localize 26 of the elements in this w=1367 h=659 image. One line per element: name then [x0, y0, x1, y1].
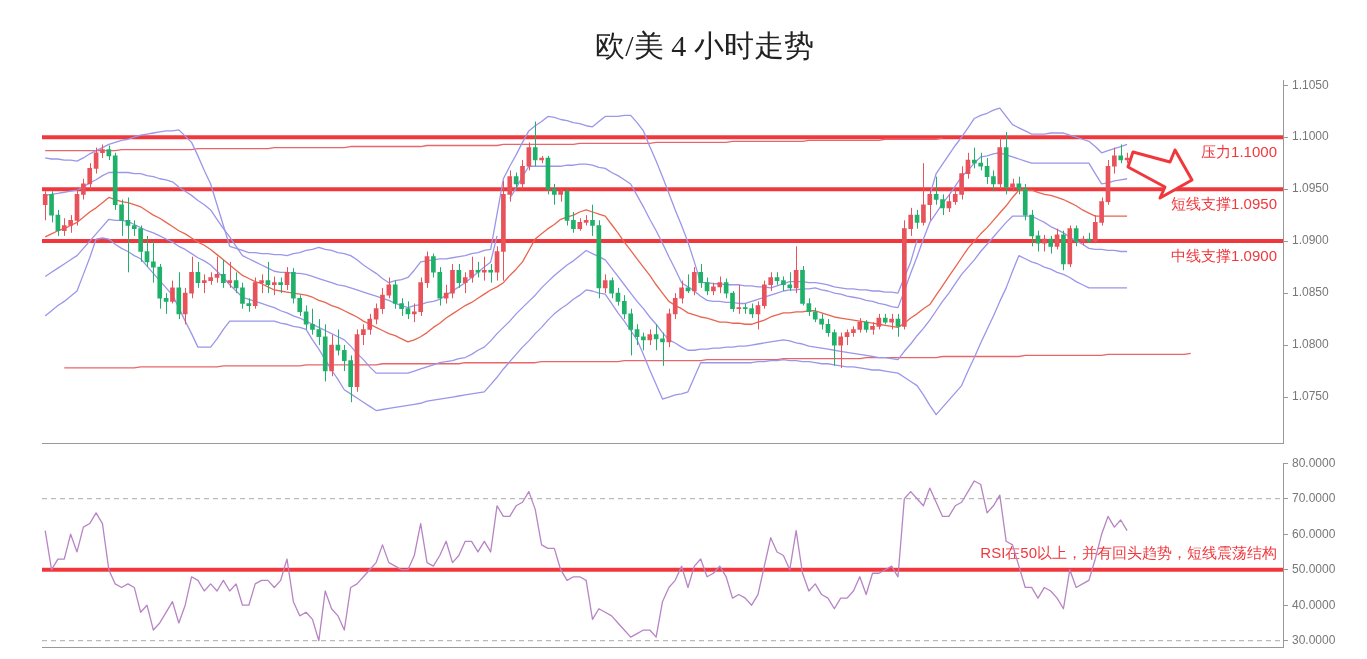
y-tick-label: 50.0000	[1292, 562, 1336, 577]
y-tick-label: 1.0900	[1292, 233, 1330, 248]
candlestick	[488, 263, 493, 284]
y-tick-label: 1.0800	[1292, 337, 1330, 352]
ref-line-label: 中线支撑1.0900	[1171, 246, 1277, 264]
y-tick-label: 80.0000	[1292, 455, 1336, 470]
ref-line-label: 短线支撑1.0950	[1171, 194, 1277, 212]
ref-line-label: RSI在50以上，并有回头趋势，短线震荡结构	[980, 544, 1277, 562]
y-tick-label: 70.0000	[1292, 491, 1336, 506]
candlestick	[481, 256, 487, 282]
candlestick	[882, 313, 888, 325]
chart-title: 欧/美 4 小时走势	[595, 28, 814, 62]
y-tick-label: 40.0000	[1292, 597, 1336, 612]
y-tick-label: 1.1000	[1292, 129, 1330, 144]
ref-line-label: 压力1.1000	[1201, 142, 1277, 160]
y-tick-label: 1.0950	[1292, 181, 1330, 196]
y-tick-label: 60.0000	[1292, 526, 1336, 541]
candlestick	[227, 261, 233, 289]
candlestick	[278, 276, 283, 294]
y-tick-label: 1.0750	[1292, 389, 1330, 404]
candlestick	[1042, 234, 1047, 253]
candlestick	[271, 275, 277, 296]
y-tick-label: 1.0850	[1292, 285, 1330, 300]
y-tick-label: 1.1050	[1292, 77, 1330, 92]
y-tick-label: 30.0000	[1292, 633, 1336, 648]
candlestick	[717, 275, 723, 294]
